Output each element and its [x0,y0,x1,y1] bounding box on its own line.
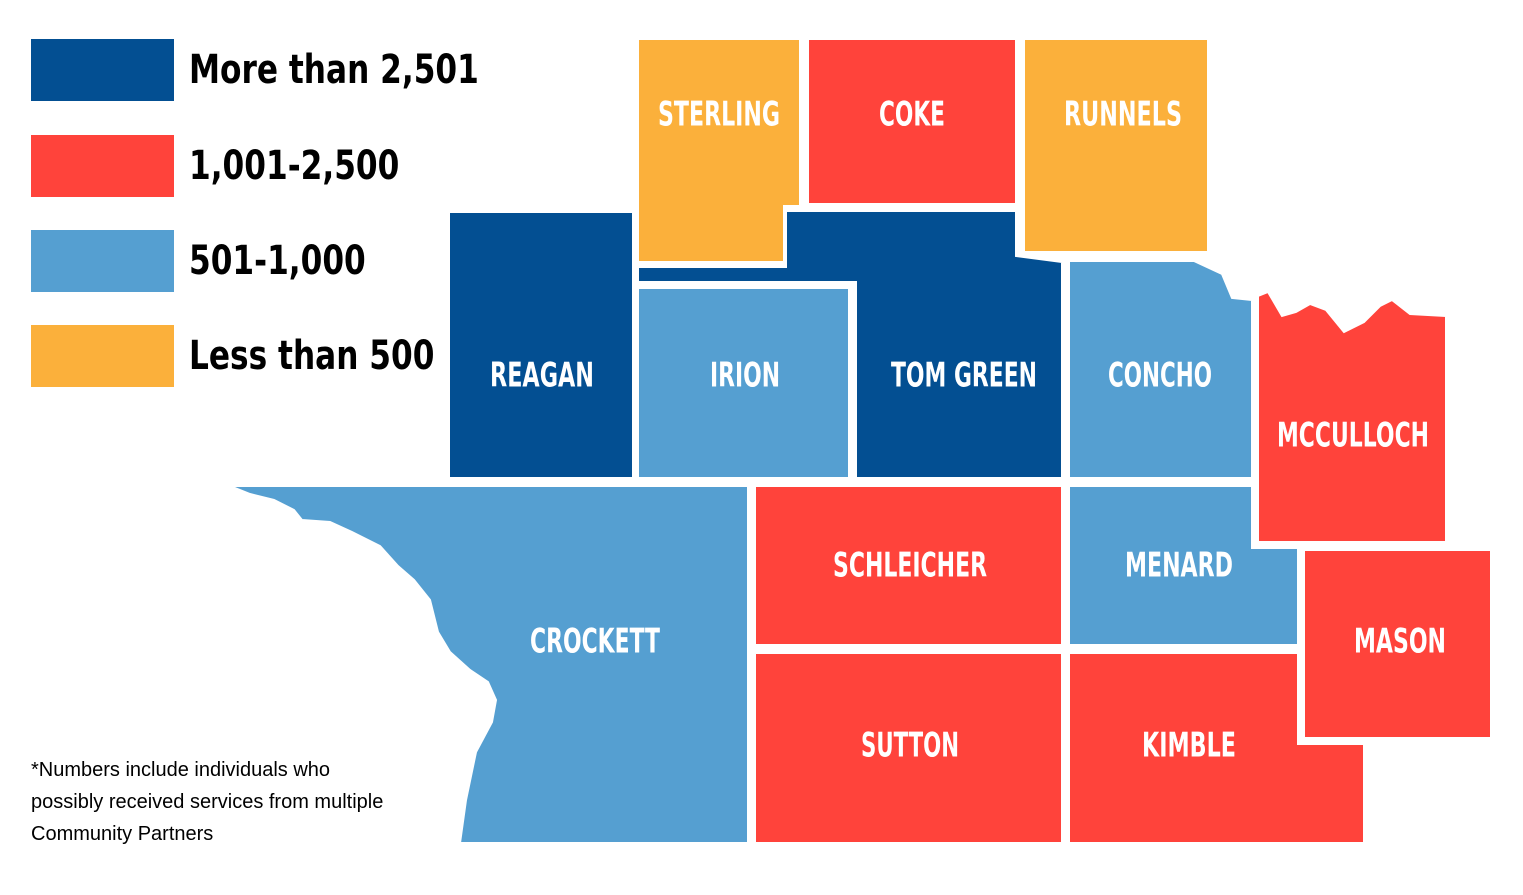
county-crockett [229,485,749,844]
county-label-schleicher: SCHLEICHER [833,546,987,586]
county-schleicher [754,485,1063,646]
legend-swatch [31,230,174,292]
county-label-mason: MASON [1354,622,1446,662]
county-label-sutton: SUTTON [861,726,959,766]
county-concho [1068,260,1253,479]
county-label-kimble: KIMBLE [1142,726,1236,766]
legend-label: 1,001-2,500 [189,143,400,189]
county-coke [807,38,1017,205]
county-mcculloch [1257,290,1447,543]
legend-item-1001-2500: 1,001-2,500 [31,135,491,199]
county-tom-green [637,210,1063,479]
county-sterling [637,38,801,263]
county-label-sterling: STERLING [658,95,780,135]
county-label-concho: CONCHO [1108,356,1212,396]
county-runnels [1023,38,1209,253]
county-kimble [1068,652,1365,844]
legend-label: 501-1,000 [189,238,366,284]
legend-item-501-1000: 501-1,000 [31,230,491,294]
legend-swatch [31,325,174,387]
county-reagan [448,211,634,479]
county-label-coke: COKE [879,95,945,135]
legend-label: More than 2,501 [189,47,479,93]
legend-item-more-than-2501: More than 2,501 [31,39,491,103]
footnote: *Numbers include individuals who possibl… [31,759,384,845]
county-label-irion: IRION [710,356,780,396]
county-label-tom-green: TOM GREEN [891,356,1037,396]
legend-item-less-than-500: Less than 500 [31,325,491,389]
county-label-menard: MENARD [1125,546,1233,586]
county-label-crockett: CROCKETT [530,622,661,662]
county-label-runnels: RUNNELS [1064,95,1182,135]
county-label-reagan: REAGAN [490,356,594,396]
county-mason [1303,549,1492,739]
county-irion [637,287,850,479]
county-sutton [754,652,1063,844]
legend-swatch [31,135,174,197]
legend-swatch [31,39,174,101]
county-menard [1068,485,1299,646]
county-label-mcculloch: MCCULLOCH [1277,416,1429,456]
legend-label: Less than 500 [189,333,435,379]
